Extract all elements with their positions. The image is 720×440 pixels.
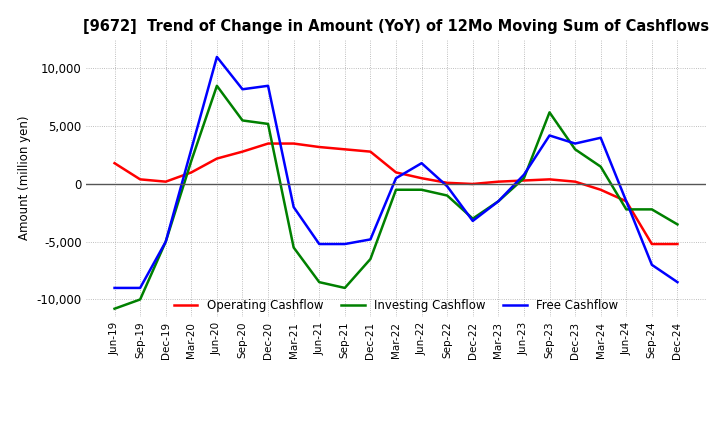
Investing Cashflow	[545, 110, 554, 115]
Operating Cashflow	[161, 179, 170, 184]
Operating Cashflow	[520, 178, 528, 183]
Investing Cashflow	[315, 279, 323, 285]
Operating Cashflow	[622, 198, 631, 204]
Free Cashflow	[469, 218, 477, 224]
Free Cashflow	[520, 172, 528, 177]
Free Cashflow	[161, 239, 170, 244]
Investing Cashflow	[110, 306, 119, 312]
Investing Cashflow	[366, 257, 374, 262]
Investing Cashflow	[622, 207, 631, 212]
Investing Cashflow	[520, 176, 528, 181]
Investing Cashflow	[238, 118, 247, 123]
Free Cashflow	[443, 183, 451, 189]
Free Cashflow	[110, 285, 119, 290]
Operating Cashflow	[238, 149, 247, 154]
Free Cashflow	[571, 141, 580, 146]
Operating Cashflow	[392, 170, 400, 175]
Investing Cashflow	[187, 158, 196, 164]
Free Cashflow	[136, 285, 145, 290]
Operating Cashflow	[366, 149, 374, 154]
Free Cashflow	[418, 161, 426, 166]
Free Cashflow	[392, 176, 400, 181]
Y-axis label: Amount (million yen): Amount (million yen)	[18, 116, 31, 240]
Investing Cashflow	[264, 121, 272, 127]
Operating Cashflow	[443, 180, 451, 186]
Free Cashflow	[341, 242, 349, 247]
Investing Cashflow	[443, 193, 451, 198]
Title: [9672]  Trend of Change in Amount (YoY) of 12Mo Moving Sum of Cashflows: [9672] Trend of Change in Amount (YoY) o…	[83, 19, 709, 34]
Investing Cashflow	[494, 198, 503, 204]
Operating Cashflow	[264, 141, 272, 146]
Operating Cashflow	[315, 144, 323, 150]
Operating Cashflow	[418, 176, 426, 181]
Free Cashflow	[212, 54, 221, 59]
Free Cashflow	[187, 147, 196, 152]
Free Cashflow	[622, 198, 631, 204]
Free Cashflow	[596, 135, 605, 140]
Free Cashflow	[673, 279, 682, 285]
Free Cashflow	[545, 133, 554, 138]
Operating Cashflow	[494, 179, 503, 184]
Free Cashflow	[289, 205, 298, 210]
Free Cashflow	[238, 87, 247, 92]
Investing Cashflow	[673, 222, 682, 227]
Free Cashflow	[494, 198, 503, 204]
Operating Cashflow	[469, 181, 477, 187]
Operating Cashflow	[136, 177, 145, 182]
Operating Cashflow	[187, 170, 196, 175]
Investing Cashflow	[469, 216, 477, 221]
Investing Cashflow	[289, 245, 298, 250]
Investing Cashflow	[418, 187, 426, 192]
Investing Cashflow	[571, 147, 580, 152]
Legend: Operating Cashflow, Investing Cashflow, Free Cashflow: Operating Cashflow, Investing Cashflow, …	[169, 294, 623, 316]
Investing Cashflow	[136, 297, 145, 302]
Free Cashflow	[315, 242, 323, 247]
Operating Cashflow	[596, 187, 605, 192]
Line: Operating Cashflow: Operating Cashflow	[114, 143, 678, 244]
Investing Cashflow	[647, 207, 656, 212]
Operating Cashflow	[212, 156, 221, 161]
Operating Cashflow	[289, 141, 298, 146]
Free Cashflow	[366, 237, 374, 242]
Investing Cashflow	[161, 239, 170, 244]
Line: Investing Cashflow: Investing Cashflow	[114, 86, 678, 309]
Operating Cashflow	[571, 179, 580, 184]
Investing Cashflow	[212, 83, 221, 88]
Free Cashflow	[264, 83, 272, 88]
Investing Cashflow	[392, 187, 400, 192]
Line: Free Cashflow: Free Cashflow	[114, 57, 678, 288]
Operating Cashflow	[647, 242, 656, 247]
Operating Cashflow	[673, 242, 682, 247]
Operating Cashflow	[341, 147, 349, 152]
Investing Cashflow	[596, 164, 605, 169]
Operating Cashflow	[545, 177, 554, 182]
Operating Cashflow	[110, 161, 119, 166]
Free Cashflow	[647, 262, 656, 268]
Investing Cashflow	[341, 285, 349, 290]
